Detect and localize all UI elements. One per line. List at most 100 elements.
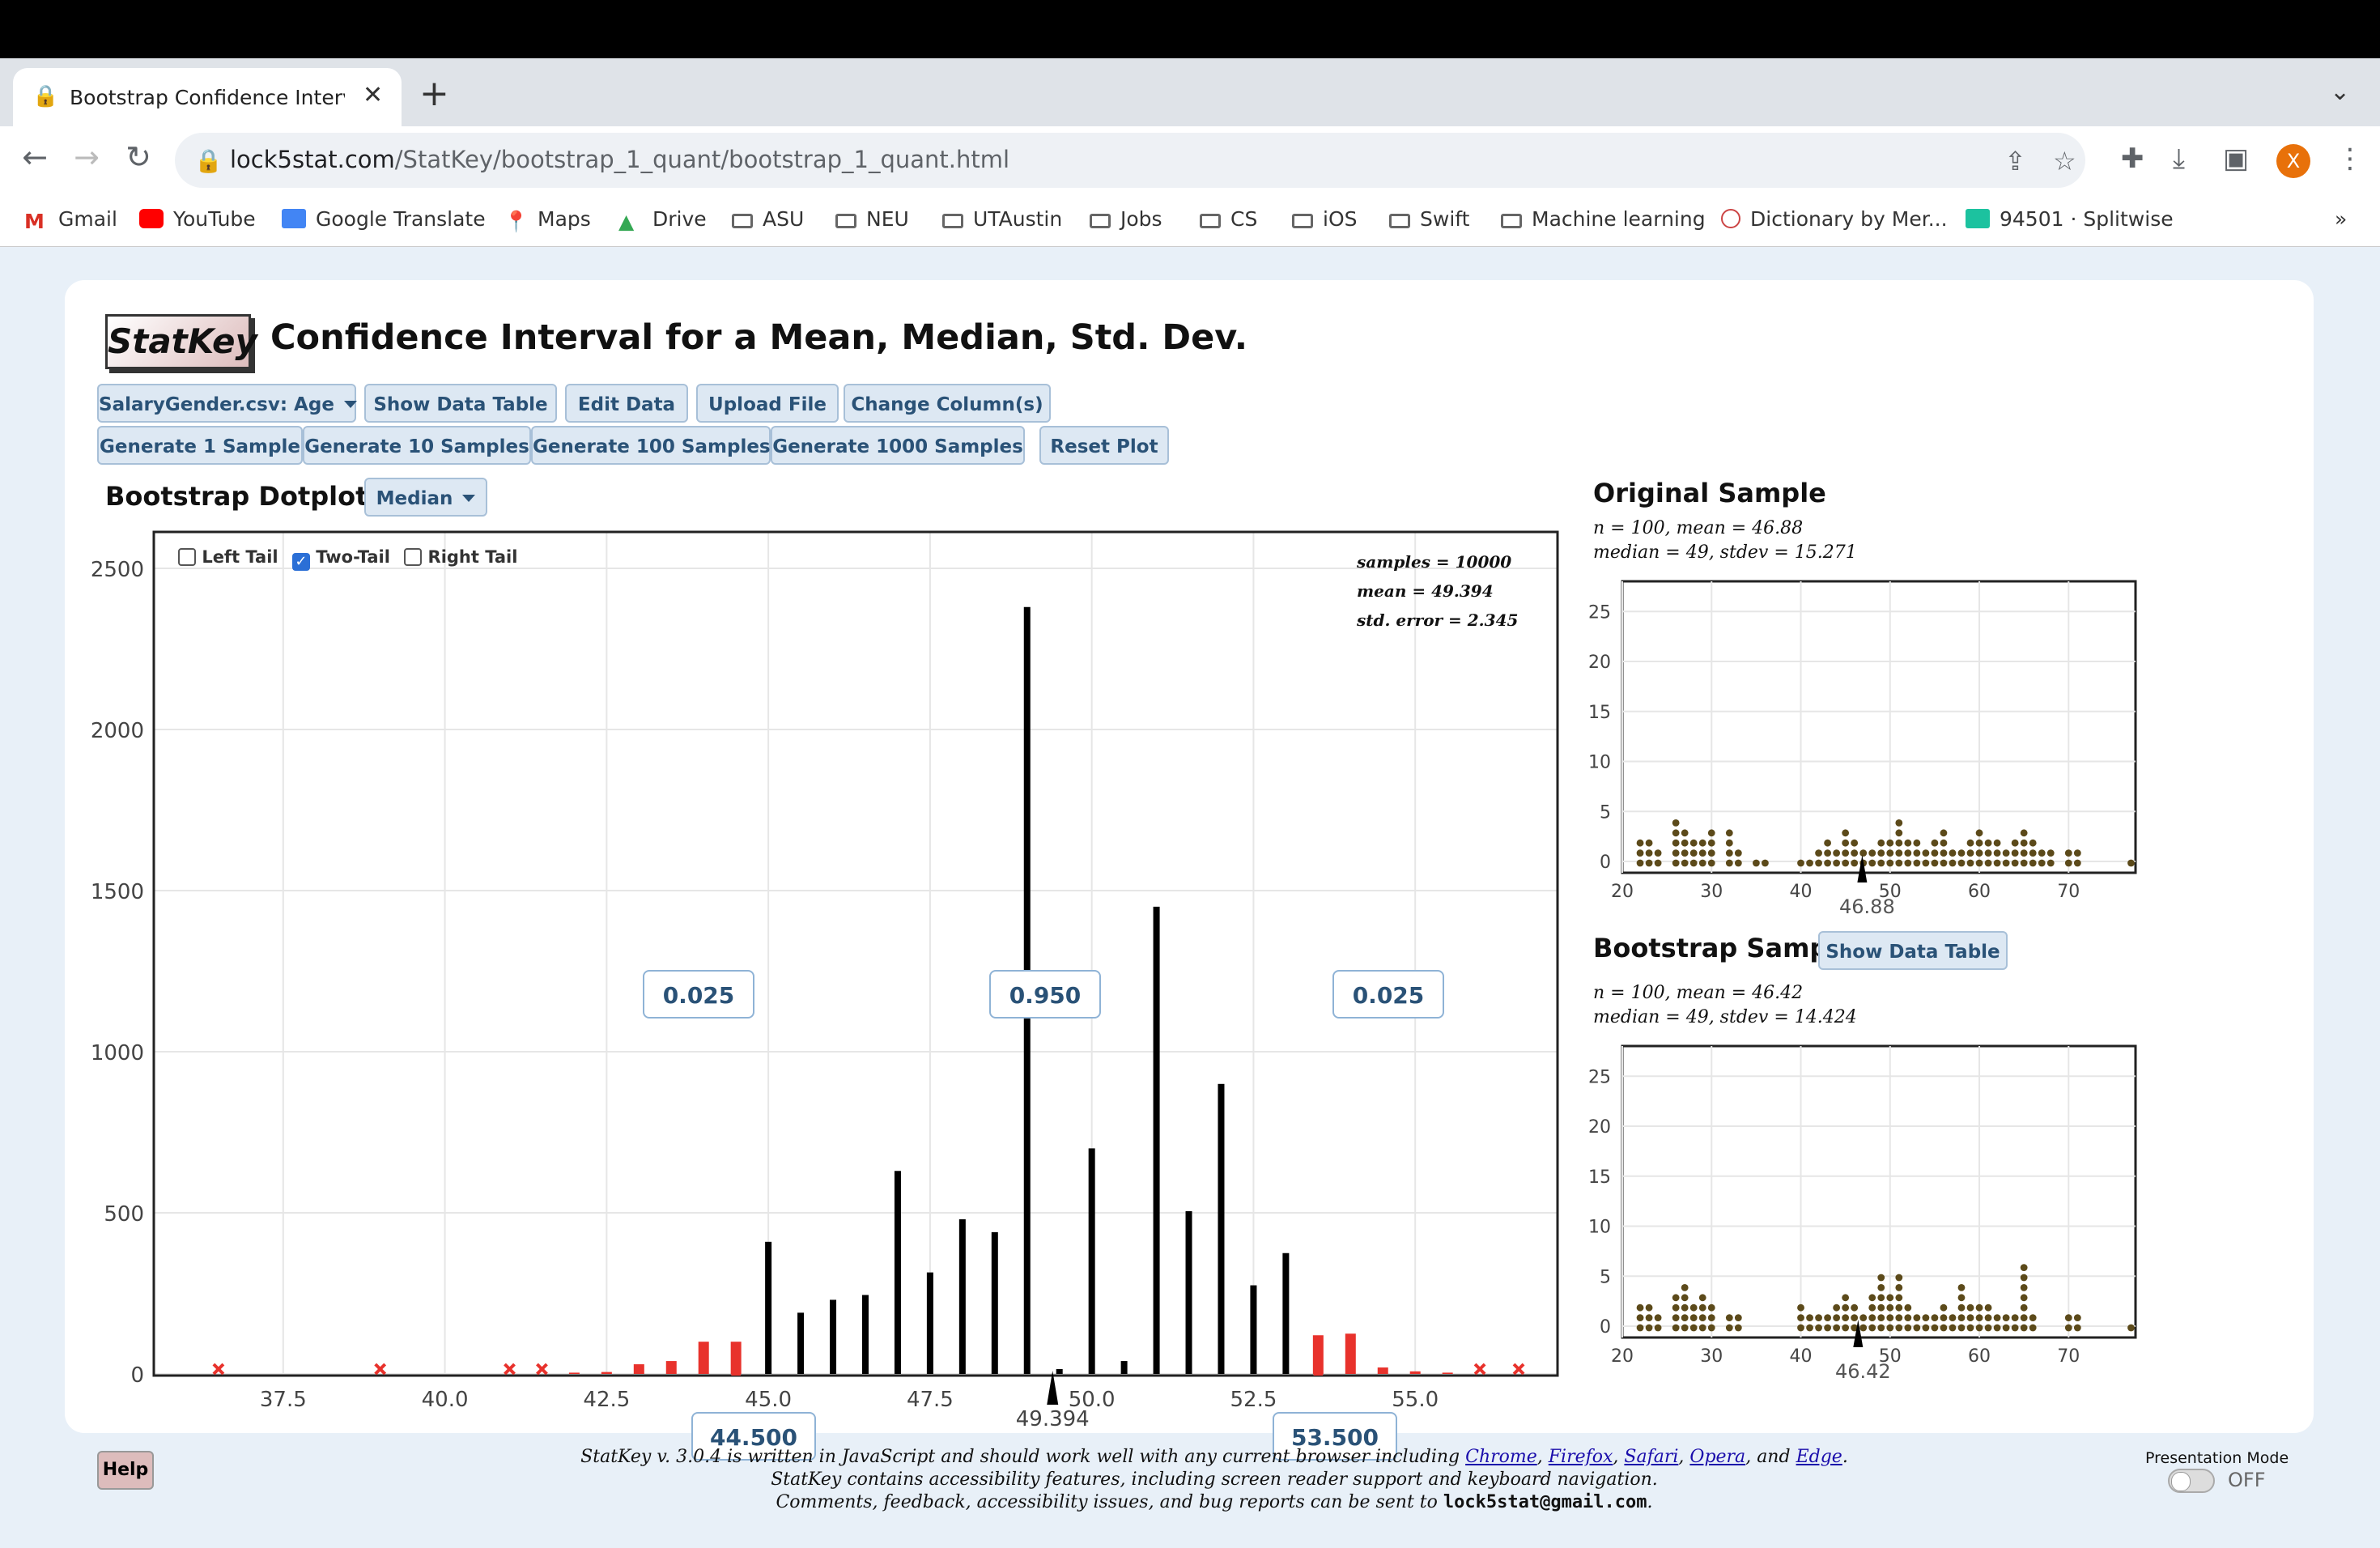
safari-link[interactable]: Safari: [1624, 1447, 1679, 1467]
sample-dot: [1895, 819, 1903, 827]
sample-dot: [1689, 849, 1698, 857]
chrome-link[interactable]: Chrome: [1465, 1447, 1537, 1467]
sample-dot: [1833, 1303, 1841, 1312]
bookmark-star-icon[interactable]: ☆: [2053, 146, 2076, 176]
sample-dot: [1957, 849, 1966, 857]
reload-icon[interactable]: ↻: [125, 139, 151, 175]
x-tick-label: 50.0: [1069, 1388, 1116, 1412]
download-icon[interactable]: ⤓: [2173, 142, 2186, 175]
bookmark-dictionary[interactable]: Dictionary by Mer...: [1721, 207, 1948, 231]
back-icon[interactable]: ←: [22, 139, 48, 175]
bookmark-google-translate[interactable]: Google Translate: [282, 207, 486, 231]
x-tick-label: 20: [1611, 1346, 1634, 1367]
generate-100-samples-button[interactable]: Generate 100 Samples: [531, 426, 771, 465]
sample-dot: [1698, 859, 1706, 867]
sample-dot: [1734, 1324, 1742, 1332]
bookmark-folder-cs[interactable]: CS: [1200, 207, 1257, 231]
bookmark-maps[interactable]: 📍 Maps: [504, 207, 591, 233]
sample-dot: [2073, 859, 2081, 867]
sample-dot: [1868, 849, 1876, 857]
x-mark-stroke: [504, 1363, 516, 1376]
sample-dot: [1913, 849, 1921, 857]
share-icon[interactable]: ⇪: [2004, 146, 2026, 176]
sample-dot: [1895, 839, 1903, 847]
bookmark-youtube[interactable]: YouTube: [139, 207, 256, 231]
bookmark-gmail[interactable]: M Gmail: [24, 207, 117, 233]
bookmark-folder-machine-learning[interactable]: Machine learning: [1501, 207, 1706, 231]
tab-list-chevron-icon[interactable]: ⌄: [2330, 78, 2351, 106]
original-sample-stats: n = 100, mean = 46.88 median = 49, stdev…: [1593, 517, 1857, 565]
right-tail-checkbox[interactable]: [404, 548, 423, 566]
sample-dot: [1975, 839, 1983, 847]
presentation-mode-toggle[interactable]: [2168, 1469, 2215, 1493]
two-tail-checkbox[interactable]: ✓: [291, 553, 310, 571]
bookmark-folder-swift[interactable]: Swift: [1389, 207, 1469, 231]
sample-dot: [1824, 1314, 1831, 1321]
right-tail-proportion[interactable]: 0.025: [1332, 970, 1444, 1019]
new-tab-icon[interactable]: +: [419, 73, 449, 114]
statistic-select[interactable]: Median: [364, 478, 487, 517]
address-bar[interactable]: 🔒 lock5stat.com/StatKey/bootstrap_1_quan…: [175, 133, 2085, 188]
sample-dot: [1859, 1314, 1868, 1321]
y-tick-label: 0: [1600, 853, 1611, 873]
profile-avatar[interactable]: X: [2276, 144, 2310, 178]
std-error: std. error = 2.345: [1357, 610, 1519, 630]
folder-icon: [942, 214, 963, 228]
sample-dot: [2011, 1314, 2019, 1321]
generate-1-sample-button[interactable]: Generate 1 Sample: [97, 426, 303, 465]
bookmarks-overflow-icon[interactable]: »: [2335, 207, 2348, 231]
bookmark-folder-jobs[interactable]: Jobs: [1090, 207, 1162, 231]
left-tail-proportion[interactable]: 0.025: [643, 970, 754, 1019]
opera-link[interactable]: Opera: [1689, 1447, 1746, 1467]
reset-plot-button[interactable]: Reset Plot: [1039, 426, 1169, 465]
statkey-logo[interactable]: StatKey: [105, 314, 257, 369]
show-data-table-button[interactable]: Show Data Table: [364, 384, 557, 423]
sample-dot: [1993, 859, 2001, 867]
generate-10-samples-button[interactable]: Generate 10 Samples: [303, 426, 531, 465]
sample-dot: [2073, 1314, 2081, 1321]
edit-data-button[interactable]: Edit Data: [565, 384, 688, 423]
contact-email[interactable]: lock5stat@gmail.com: [1443, 1492, 1647, 1512]
left-tail-checkbox[interactable]: [178, 548, 196, 566]
side-panel-icon[interactable]: ▣: [2223, 142, 2250, 175]
sample-dot: [1725, 829, 1733, 837]
bookmark-folder-asu[interactable]: ASU: [732, 207, 804, 231]
sample-dot: [1636, 839, 1644, 847]
dataset-select[interactable]: SalaryGender.csv: Age: [97, 384, 357, 423]
lock-icon[interactable]: 🔒: [194, 147, 223, 174]
dot-stack: [926, 1272, 933, 1374]
sample-dot: [2020, 1264, 2028, 1271]
forward-icon[interactable]: →: [74, 139, 100, 175]
edge-link[interactable]: Edge: [1796, 1447, 1842, 1467]
sample-dot: [1886, 849, 1894, 857]
bookmark-folder-utaustin[interactable]: UTAustin: [942, 207, 1062, 231]
sample-dot: [2127, 859, 2135, 867]
upper-bound-input[interactable]: 53.500: [1273, 1412, 1397, 1461]
sample-dot: [2064, 1314, 2072, 1321]
x-tick-label: 40: [1790, 1346, 1813, 1367]
menu-kebab-icon[interactable]: ⋮: [2336, 142, 2364, 175]
sample-dot: [1904, 1314, 1912, 1321]
extensions-icon[interactable]: ✚: [2121, 142, 2144, 175]
help-button[interactable]: Help: [97, 1451, 154, 1490]
sample-dot: [1636, 849, 1644, 857]
firefox-link[interactable]: Firefox: [1548, 1447, 1613, 1467]
bookmark-splitwise[interactable]: 94501 · Splitwise: [1966, 207, 2174, 231]
close-tab-icon[interactable]: ✕: [363, 81, 384, 109]
sample-dot: [1877, 839, 1885, 847]
change-columns-button[interactable]: Change Column(s): [844, 384, 1051, 423]
lower-bound-input[interactable]: 44.500: [691, 1412, 816, 1461]
youtube-icon: [139, 209, 164, 228]
sample-dot: [1859, 849, 1868, 857]
middle-proportion[interactable]: 0.950: [989, 970, 1101, 1019]
bookmark-folder-neu[interactable]: NEU: [835, 207, 909, 231]
x-tick-label: 40.0: [422, 1388, 469, 1412]
browser-tab[interactable]: 🔒 Bootstrap Confidence Interval ✕: [13, 68, 402, 126]
sample-dot: [1949, 849, 1957, 857]
bookmark-drive[interactable]: ▲ Drive: [618, 207, 707, 233]
x-tick-label: 52.5: [1230, 1388, 1277, 1412]
bookmark-folder-ios[interactable]: iOS: [1292, 207, 1358, 231]
generate-1000-samples-button[interactable]: Generate 1000 Samples: [771, 426, 1025, 465]
upload-file-button[interactable]: Upload File: [696, 384, 839, 423]
bootstrap-show-data-table-button[interactable]: Show Data Table: [1818, 931, 2008, 970]
